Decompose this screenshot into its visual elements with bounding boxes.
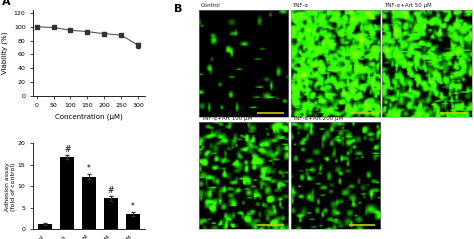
Text: Control: Control — [201, 4, 220, 8]
Text: #: # — [64, 145, 71, 154]
Y-axis label: Viability (%): Viability (%) — [2, 31, 8, 74]
Text: TNF-α+Art 200 μM: TNF-α+Art 200 μM — [292, 116, 344, 120]
Bar — [60, 157, 74, 229]
Text: B: B — [174, 4, 183, 14]
Text: *: * — [131, 202, 135, 211]
Bar — [104, 198, 118, 229]
Text: TNF-α: TNF-α — [292, 4, 309, 8]
Text: TNF-α+Art 100 μM: TNF-α+Art 100 μM — [201, 116, 252, 120]
Y-axis label: Adhesion assay
(fold of control): Adhesion assay (fold of control) — [6, 162, 16, 211]
Bar — [126, 214, 140, 229]
Bar — [82, 177, 96, 229]
Text: *: * — [87, 164, 91, 173]
Bar — [38, 224, 53, 229]
Text: #: # — [108, 186, 114, 195]
X-axis label: Concentration (μM): Concentration (μM) — [55, 114, 123, 120]
Text: TNF-α+Art 50 μM: TNF-α+Art 50 μM — [384, 4, 432, 8]
Text: A: A — [2, 0, 10, 7]
